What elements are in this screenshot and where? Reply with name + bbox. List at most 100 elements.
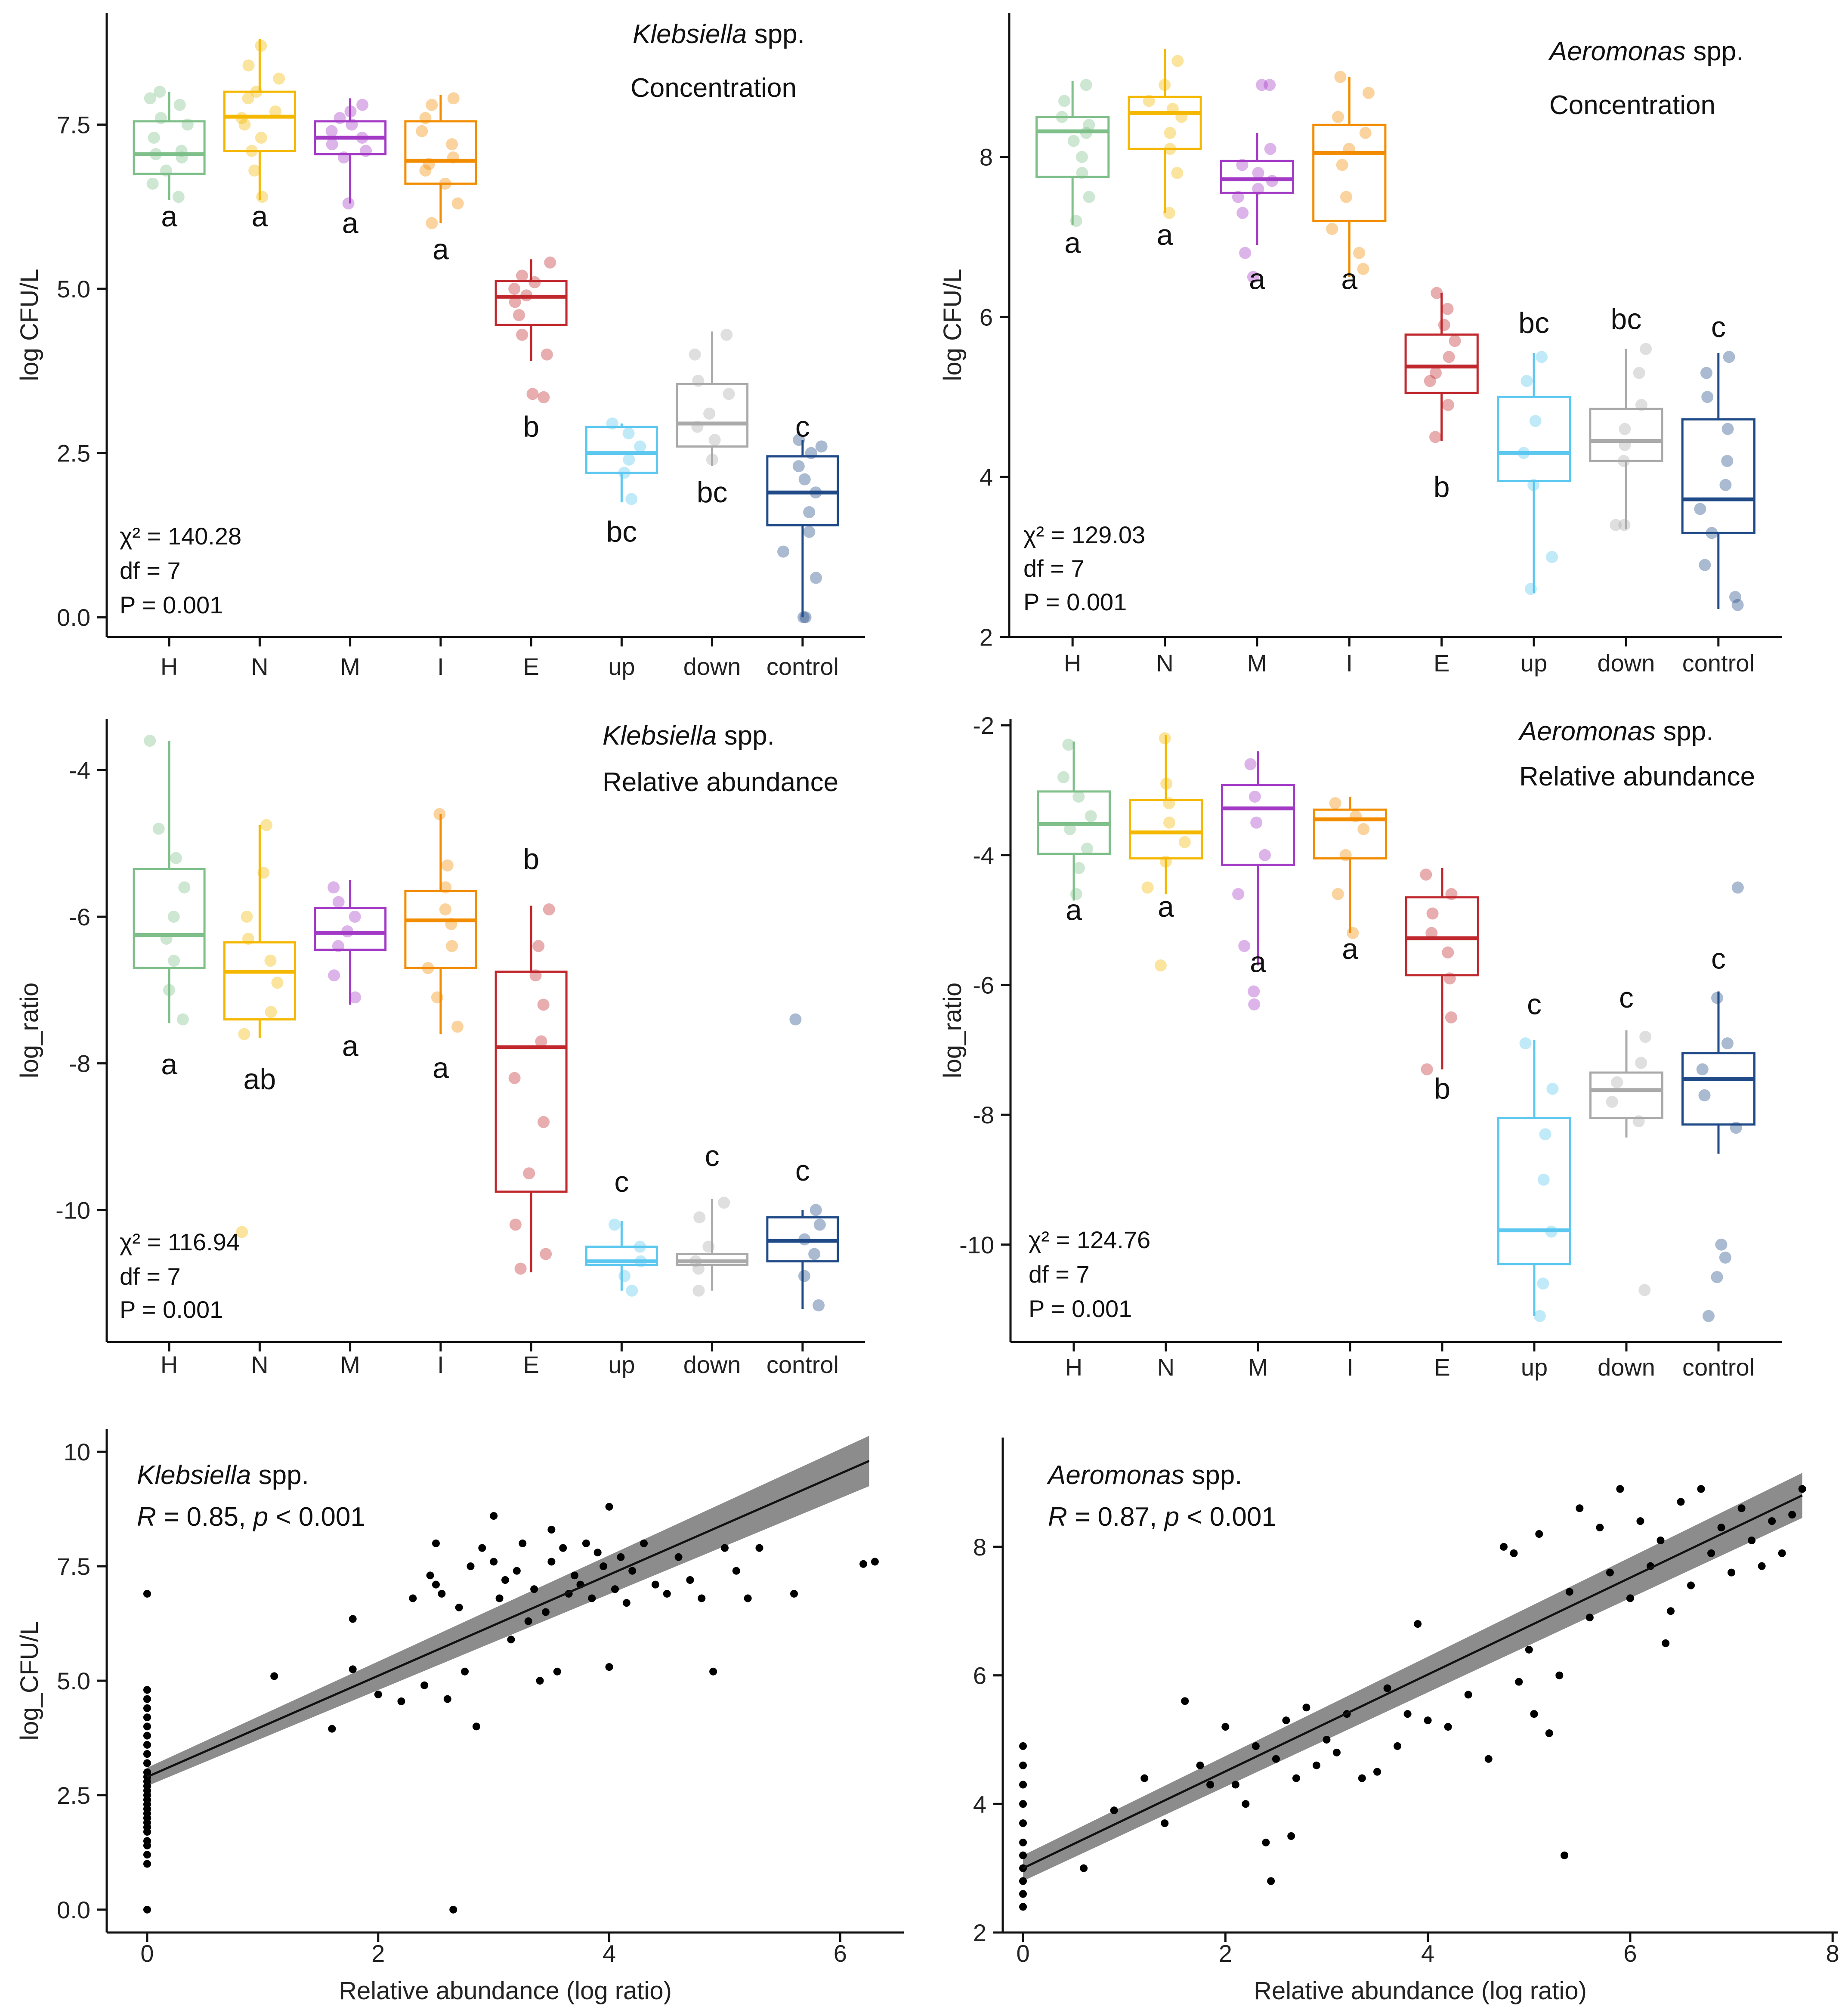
panel-title: Klebsiella spp. — [633, 19, 805, 49]
data-point — [790, 1589, 798, 1598]
box — [1312, 124, 1387, 222]
data-point — [271, 977, 284, 989]
significance-letter: c — [1711, 311, 1726, 343]
data-point — [1163, 797, 1175, 810]
data-point — [433, 808, 446, 820]
data-point — [143, 1851, 151, 1859]
data-point — [422, 962, 434, 974]
data-point — [1232, 888, 1245, 900]
data-point — [1336, 159, 1348, 171]
group-down: down bc — [1589, 303, 1663, 677]
y-axis-title: log CFU/L — [939, 269, 967, 381]
group-up: up c — [1497, 988, 1571, 1381]
data-point — [1332, 888, 1344, 900]
data-point — [260, 819, 273, 832]
data-point — [634, 1240, 646, 1253]
data-point — [1414, 1620, 1422, 1628]
data-point — [520, 289, 533, 302]
x-tick-label: down — [683, 1351, 741, 1378]
data-point — [155, 112, 167, 124]
box — [1221, 784, 1295, 866]
data-point — [1080, 127, 1092, 139]
data-point — [709, 1667, 717, 1676]
data-point — [332, 896, 345, 908]
stat-line: χ² = 124.76 — [1029, 1226, 1150, 1253]
data-point — [524, 1617, 532, 1625]
group-N: Na — [1129, 732, 1203, 1381]
data-point — [1143, 95, 1155, 107]
x-tick-label: M — [340, 1351, 360, 1378]
y-tick-label: 7.5 — [57, 111, 90, 138]
x-tick-label: H — [161, 653, 178, 680]
data-point — [634, 1255, 647, 1268]
data-point — [799, 611, 812, 624]
y-axis-title: log_CFU/L — [15, 1621, 43, 1740]
data-point — [1606, 1095, 1618, 1108]
data-point — [1635, 1057, 1647, 1069]
data-point — [1702, 1310, 1715, 1322]
data-point — [628, 1567, 637, 1575]
data-point — [547, 1526, 556, 1534]
data-point — [1778, 1549, 1786, 1557]
x-tick-label: 0 — [1016, 1940, 1029, 1967]
data-point — [143, 1768, 151, 1776]
data-point — [349, 910, 361, 923]
data-point — [409, 1594, 417, 1602]
data-point — [235, 112, 248, 124]
data-point — [152, 822, 165, 835]
data-point — [1358, 1774, 1366, 1782]
data-point — [143, 1860, 151, 1868]
x-tick-label: 6 — [1623, 1940, 1637, 1967]
stat-line: P = 0.001 — [1023, 588, 1127, 615]
data-point — [1619, 439, 1631, 451]
box — [133, 868, 206, 969]
stat-fragment: p — [1164, 1502, 1179, 1532]
data-point — [1525, 1645, 1533, 1654]
data-point — [1545, 1729, 1553, 1738]
data-point — [1236, 159, 1249, 171]
data-point — [526, 388, 539, 400]
significance-letter: a — [1342, 933, 1358, 965]
x-tick-label: 0 — [140, 1940, 154, 1967]
data-point — [513, 309, 525, 322]
data-point — [611, 1585, 619, 1593]
data-point — [686, 1576, 694, 1584]
data-point — [143, 1759, 151, 1767]
data-point — [1711, 992, 1724, 1004]
data-point — [1429, 367, 1442, 379]
data-point — [634, 440, 646, 453]
data-point — [342, 197, 355, 210]
box — [1496, 396, 1571, 482]
data-point — [723, 388, 735, 400]
data-point — [1070, 215, 1082, 227]
data-point — [176, 1013, 189, 1026]
panel-subtitle: Concentration — [630, 73, 797, 103]
data-point — [1181, 1697, 1189, 1705]
group-M: Ma — [314, 880, 387, 1378]
data-point — [674, 1553, 683, 1561]
data-point — [426, 1571, 434, 1580]
significance-letter: c — [705, 1140, 720, 1172]
data-point — [1618, 519, 1631, 531]
data-point — [1164, 143, 1176, 155]
data-point — [143, 1695, 151, 1703]
significance-letter: bc — [606, 516, 637, 548]
data-point — [708, 434, 721, 446]
data-point — [1524, 583, 1537, 595]
data-point — [472, 1722, 480, 1731]
x-tick-label: control — [1682, 1354, 1755, 1381]
data-point — [144, 735, 156, 747]
box — [1220, 160, 1295, 194]
x-tick-label: N — [1157, 1354, 1174, 1381]
stat-fragment: < 0.001 — [1179, 1502, 1276, 1532]
data-point — [810, 572, 822, 584]
group-up: up bc — [1496, 307, 1571, 677]
data-point — [798, 473, 811, 485]
data-point — [553, 1667, 561, 1676]
data-point — [1728, 1568, 1736, 1577]
data-point — [1236, 207, 1249, 219]
data-point — [1062, 739, 1075, 751]
data-point — [1353, 247, 1366, 259]
data-point — [720, 1544, 729, 1552]
group-H: Ha — [1035, 79, 1110, 677]
